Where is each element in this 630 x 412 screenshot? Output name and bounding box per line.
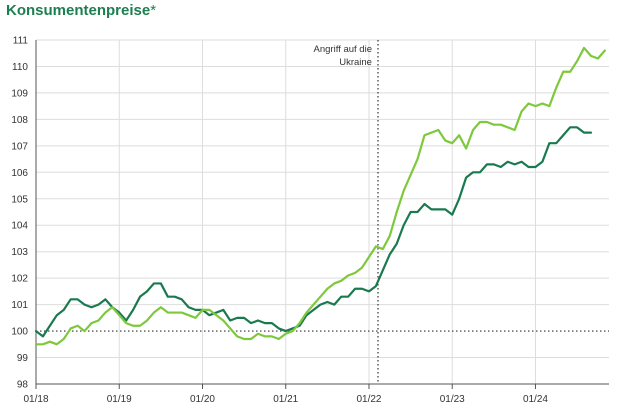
x-tick-label: 01/18 — [23, 394, 48, 405]
y-axis-ticks: 98 99 100 101 102 103 104 105 106 107 108 109 110 111 — [11, 36, 28, 391]
y-tick-label: 99 — [17, 353, 29, 364]
x-tick-label: 01/20 — [190, 394, 215, 405]
page-title: Konsumentenpreise* — [6, 2, 156, 19]
x-tick-label: 01/19 — [107, 394, 132, 405]
x-tick-label: 01/24 — [523, 394, 548, 405]
series-line-2 — [34, 46, 606, 346]
annotation-text: Ukraine — [339, 57, 372, 68]
x-tick-label: 01/22 — [356, 394, 381, 405]
y-tick-label: 106 — [11, 168, 28, 179]
y-tick-label: 103 — [11, 247, 28, 258]
page-title-text: Konsumentenpreise — [6, 2, 151, 19]
series-lines — [34, 46, 606, 346]
gridlines — [36, 39, 609, 384]
y-tick-label: 102 — [11, 274, 28, 285]
annotation: Angriff auf die Ukraine — [314, 44, 372, 68]
y-tick-label: 108 — [11, 115, 28, 126]
x-tick-label: 01/23 — [440, 394, 465, 405]
reference-lines — [36, 40, 609, 384]
annotation-text: Angriff auf die — [314, 44, 372, 55]
y-tick-label: 105 — [11, 194, 28, 205]
y-tick-label: 101 — [11, 300, 28, 311]
x-axis-ticks: 01/18 01/19 01/20 01/21 01/22 01/23 01/24 — [23, 40, 609, 405]
x-tick-label: 01/21 — [273, 394, 298, 405]
title-suffix: * — [150, 2, 157, 19]
series-line-1 — [34, 126, 593, 338]
y-tick-label: 109 — [11, 88, 28, 99]
y-tick-label: 107 — [11, 141, 28, 152]
y-tick-label: 98 — [17, 380, 29, 391]
y-tick-label: 110 — [12, 62, 28, 73]
y-tick-label: 104 — [11, 221, 28, 232]
y-tick-label: 100 — [11, 327, 28, 338]
y-tick-label: 111 — [13, 36, 29, 47]
